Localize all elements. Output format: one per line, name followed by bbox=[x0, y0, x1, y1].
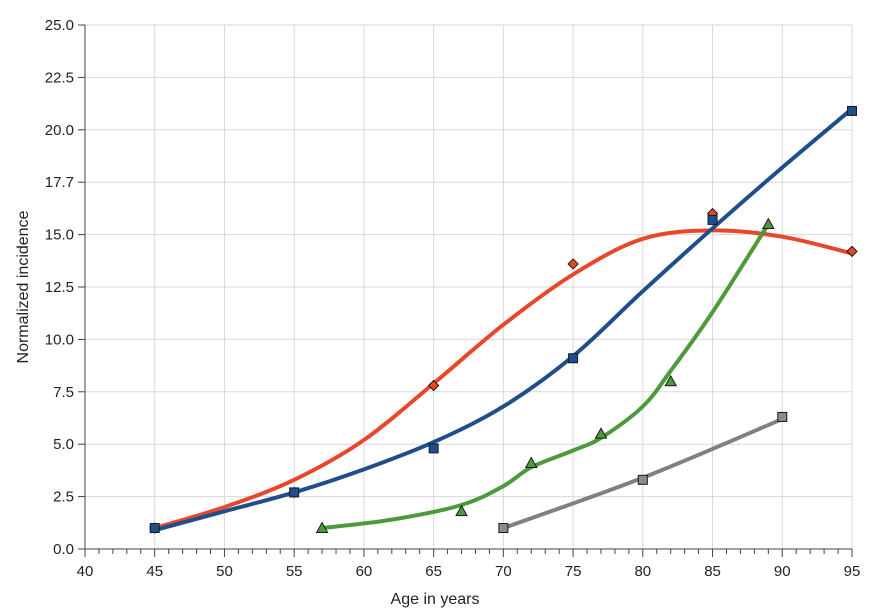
x-tick-label: 65 bbox=[425, 563, 442, 580]
y-tick-label: 25.0 bbox=[45, 17, 74, 34]
x-tick-labels: 40 45 50 55 60 65 70 75 80 85 90 95 bbox=[77, 563, 861, 580]
x-tick-label: 85 bbox=[704, 563, 721, 580]
series-3-point bbox=[594, 427, 608, 439]
x-tick-label: 55 bbox=[286, 563, 303, 580]
series-4-point bbox=[498, 523, 509, 534]
series-3-point bbox=[761, 217, 775, 230]
series-layer bbox=[149, 105, 858, 534]
series-3-trend-line bbox=[320, 222, 771, 531]
series-3-point bbox=[524, 456, 538, 468]
series-2-point bbox=[428, 443, 439, 454]
series-1-point bbox=[427, 379, 440, 392]
series-3-point bbox=[455, 504, 468, 517]
x-tick-label: 75 bbox=[565, 563, 582, 580]
y-tick-label: 0.0 bbox=[53, 541, 74, 558]
series-2-point bbox=[289, 487, 300, 498]
series-4-point bbox=[777, 411, 788, 422]
x-tick-label: 40 bbox=[77, 563, 94, 580]
series-3-point bbox=[664, 374, 678, 387]
series-2-point bbox=[707, 214, 718, 225]
x-tick-label: 50 bbox=[216, 563, 233, 580]
series-1-trend-line bbox=[152, 228, 854, 531]
y-tick-label: 5.0 bbox=[53, 436, 74, 453]
x-tick-label: 90 bbox=[774, 563, 791, 580]
x-tick-label: 80 bbox=[634, 563, 651, 580]
series-4-point bbox=[637, 474, 648, 485]
y-tick-label: 20.0 bbox=[45, 122, 74, 139]
series-2-trend-line bbox=[152, 106, 854, 533]
x-tick-label: 60 bbox=[356, 563, 373, 580]
series-1-point bbox=[567, 258, 579, 270]
series-2-point bbox=[568, 353, 579, 364]
y-axis-title: Normalized incidence bbox=[15, 210, 32, 363]
y-tick-label: 17.7 bbox=[45, 174, 74, 191]
y-tick-label: 2.5 bbox=[53, 489, 74, 506]
x-tick-label: 95 bbox=[844, 563, 861, 580]
series-3-point bbox=[315, 521, 329, 533]
y-tick-label: 22.5 bbox=[45, 69, 74, 86]
series-2-point bbox=[149, 523, 160, 534]
x-tick-label: 45 bbox=[146, 563, 163, 580]
series-1-point bbox=[846, 245, 858, 258]
y-tick-label: 10.0 bbox=[45, 331, 74, 348]
axes bbox=[78, 24, 853, 557]
y-tick-labels: 0.0 2.5 5.0 7.5 10.0 12.5 15.0 17.7 20.0 22.5 25.0 bbox=[45, 17, 74, 558]
series-2-point bbox=[847, 105, 857, 116]
x-axis-title: Age in years bbox=[391, 591, 480, 608]
y-tick-label: 12.5 bbox=[45, 279, 74, 296]
x-tick-label: 70 bbox=[495, 563, 512, 580]
y-tick-label: 7.5 bbox=[53, 384, 74, 401]
y-tick-label: 15.0 bbox=[45, 227, 74, 244]
grid bbox=[85, 24, 853, 549]
